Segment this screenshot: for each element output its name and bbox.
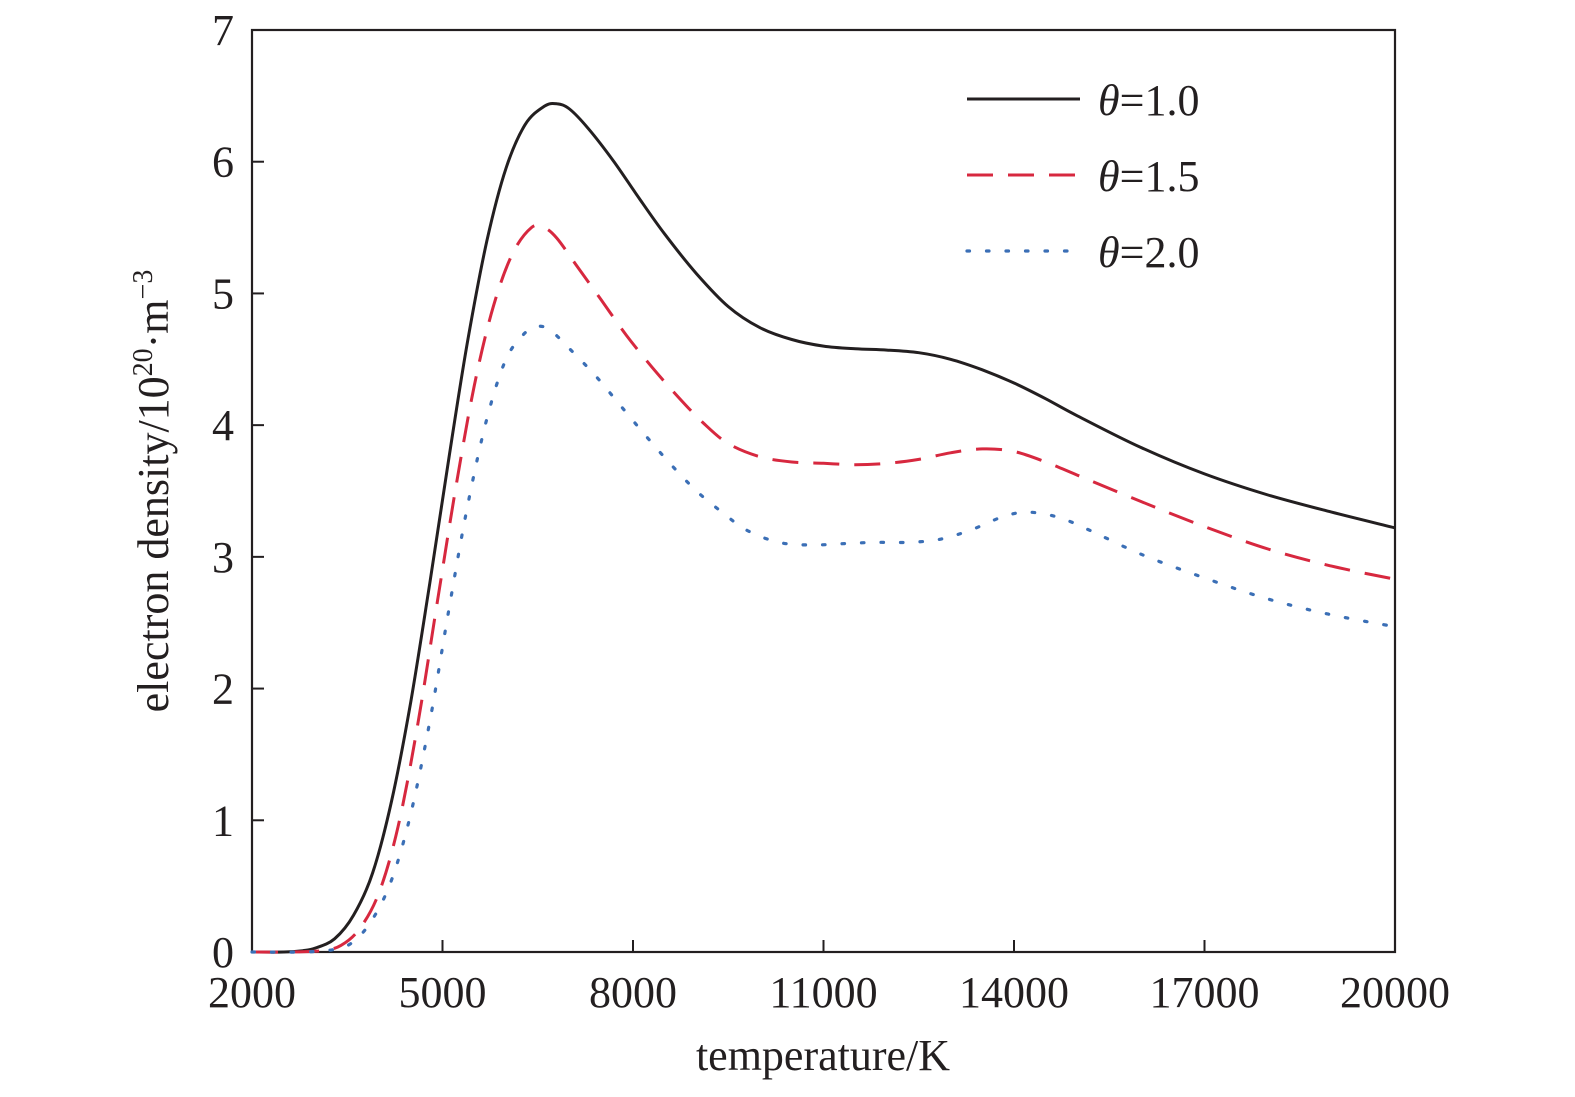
x-tick-label: 8000 bbox=[589, 968, 677, 1017]
series-line-0 bbox=[251, 101, 1396, 954]
x-tick-label: 14000 bbox=[959, 968, 1069, 1017]
x-tick-label: 2000 bbox=[208, 968, 296, 1017]
series-line-1 bbox=[251, 223, 1396, 954]
y-tick-label: 0 bbox=[212, 928, 234, 977]
legend-label-theta-2-0: θ=2.0 bbox=[1098, 228, 1199, 277]
y-tick-label: 3 bbox=[212, 533, 234, 582]
x-tick-label: 17000 bbox=[1150, 968, 1260, 1017]
x-axis-label: temperature/K bbox=[696, 1031, 950, 1080]
x-tick-label: 5000 bbox=[399, 968, 487, 1017]
legend-label-theta-1-0: θ=1.0 bbox=[1098, 76, 1199, 125]
y-axis-label: electron density/1020·m−3 bbox=[128, 270, 178, 713]
x-tick-label: 11000 bbox=[769, 968, 877, 1017]
y-axis-label-exponent-1: 20 bbox=[128, 348, 159, 376]
y-tick-label: 6 bbox=[212, 138, 234, 187]
series-layer bbox=[250, 101, 1397, 954]
plot-frame bbox=[250, 28, 1397, 954]
x-tick-label: 20000 bbox=[1340, 968, 1450, 1017]
y-tick-label: 2 bbox=[212, 665, 234, 714]
y-tick-label: 1 bbox=[212, 796, 234, 845]
y-axis-label-prefix: electron density/10 bbox=[129, 376, 178, 712]
x-axis-ticks: 2000 5000 8000 11000 14000 17000 20000 bbox=[208, 940, 1450, 1017]
legend: θ=1.0 θ=1.5 θ=2.0 bbox=[965, 76, 1199, 277]
y-axis-label-middle: ·m bbox=[129, 299, 178, 348]
legend-label-theta-1-5: θ=1.5 bbox=[1098, 152, 1199, 201]
y-axis-label-exponent-2: −3 bbox=[128, 270, 159, 300]
series-line-2 bbox=[250, 324, 1397, 954]
y-tick-label: 5 bbox=[212, 269, 234, 318]
y-axis-ticks: 0 1 2 3 4 5 6 7 bbox=[212, 6, 264, 977]
y-tick-label: 4 bbox=[212, 401, 234, 450]
y-tick-label: 7 bbox=[212, 6, 234, 55]
